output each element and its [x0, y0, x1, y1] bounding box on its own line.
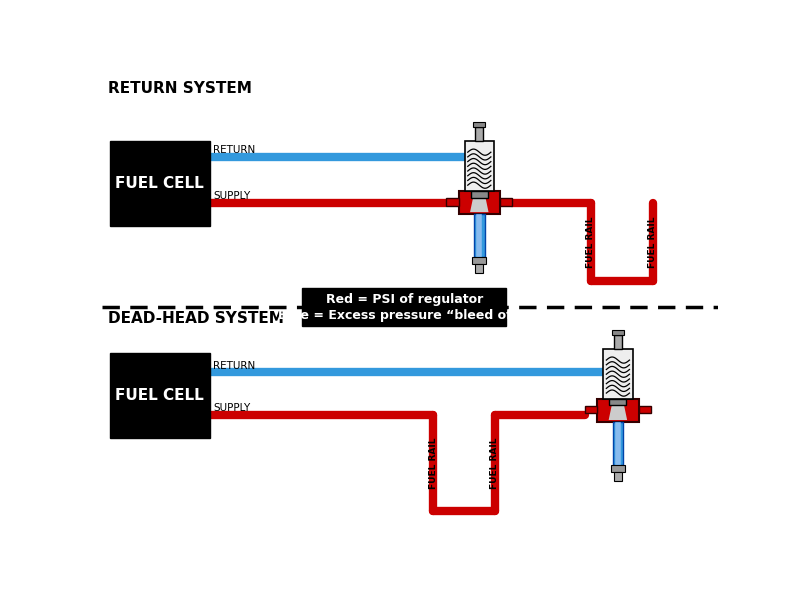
Text: RETURN: RETURN: [213, 361, 255, 371]
Bar: [465, 141, 494, 191]
Bar: [612, 330, 624, 335]
Bar: [500, 198, 513, 206]
Bar: [110, 353, 210, 438]
Bar: [614, 335, 622, 349]
Text: RETURN: RETURN: [213, 145, 255, 155]
Bar: [473, 122, 486, 127]
Text: FUEL RAIL: FUEL RAIL: [429, 437, 438, 488]
Bar: [603, 349, 633, 399]
Bar: [474, 214, 485, 257]
Text: DEAD-HEAD SYSTEM: DEAD-HEAD SYSTEM: [108, 311, 284, 326]
Text: FUEL CELL: FUEL CELL: [115, 176, 204, 191]
Bar: [610, 399, 626, 406]
Text: FUEL CELL: FUEL CELL: [115, 388, 204, 403]
Bar: [585, 406, 597, 413]
Bar: [614, 472, 622, 481]
Polygon shape: [470, 194, 489, 212]
Text: Red = PSI of regulator: Red = PSI of regulator: [326, 293, 483, 307]
Polygon shape: [609, 401, 627, 420]
Bar: [302, 287, 506, 326]
Bar: [475, 127, 483, 141]
Text: FUEL RAIL: FUEL RAIL: [490, 437, 499, 488]
Bar: [613, 422, 623, 464]
Bar: [475, 264, 483, 273]
Bar: [597, 399, 638, 422]
Text: FUEL RAIL: FUEL RAIL: [586, 217, 595, 268]
Text: FUEL RAIL: FUEL RAIL: [648, 217, 657, 268]
Bar: [472, 257, 486, 264]
Text: SUPPLY: SUPPLY: [213, 191, 250, 202]
Bar: [446, 198, 458, 206]
Bar: [471, 191, 488, 197]
Bar: [110, 141, 210, 226]
Text: RETURN SYSTEM: RETURN SYSTEM: [108, 81, 252, 96]
Text: SUPPLY: SUPPLY: [213, 403, 250, 413]
Bar: [611, 464, 625, 472]
Bar: [638, 406, 651, 413]
Text: Blue = Excess pressure “bleed off”.: Blue = Excess pressure “bleed off”.: [278, 309, 530, 322]
Bar: [458, 191, 500, 214]
